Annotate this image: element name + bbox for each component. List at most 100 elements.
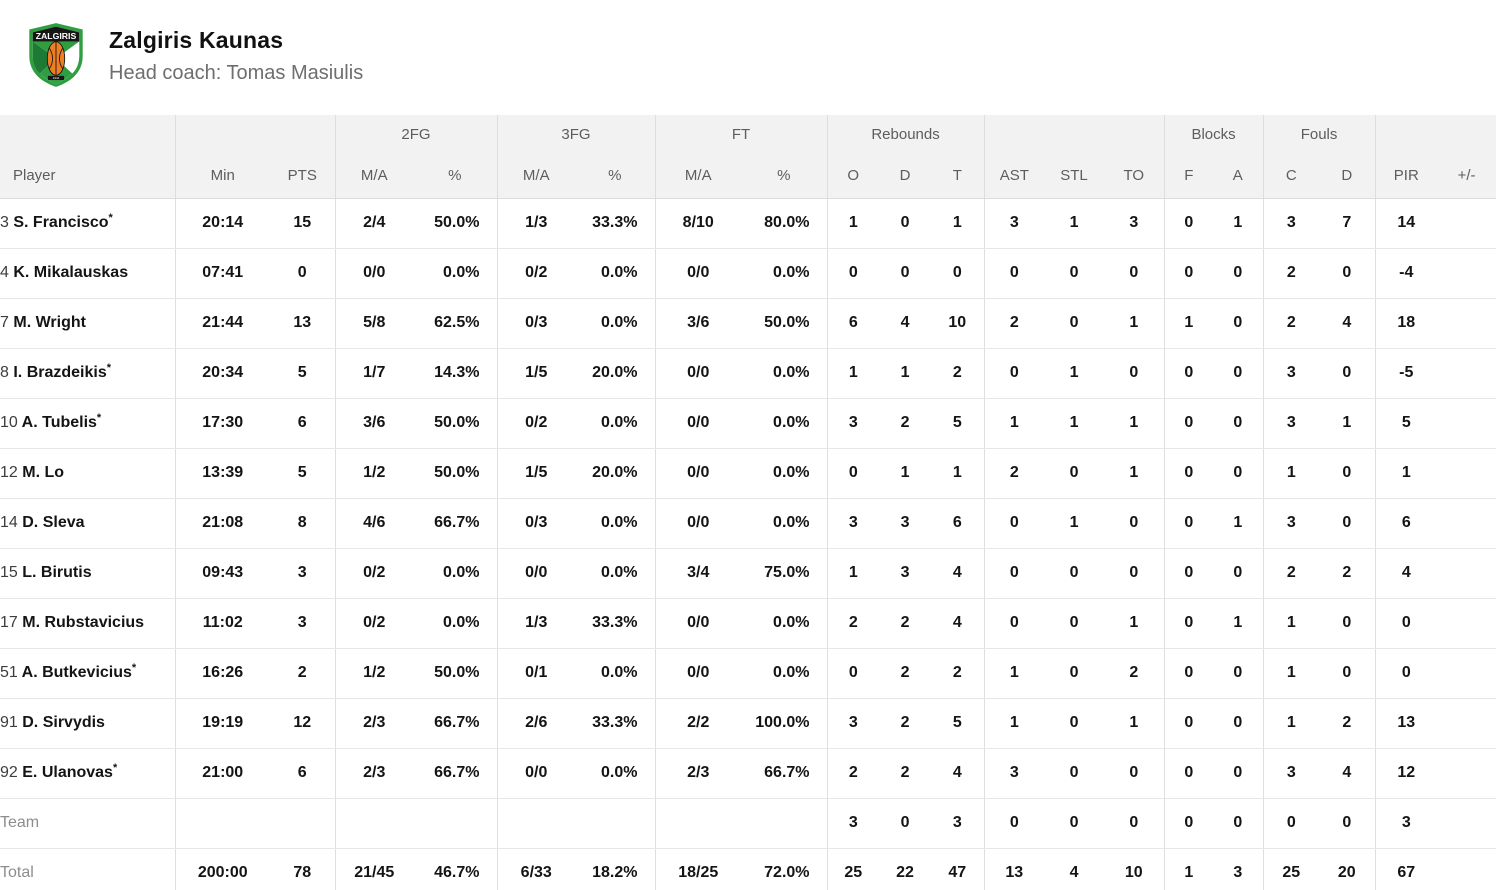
stat-cell: 17:30 — [174, 398, 270, 449]
stat-cell: 0 — [1104, 798, 1165, 849]
player-name: M. Rubstavicius — [22, 614, 145, 631]
stat-cell: 2 — [826, 748, 880, 799]
stat-cell: 1 — [826, 348, 880, 399]
stat-cell: 0 — [1163, 798, 1214, 849]
stat-cell: 0/2 — [334, 598, 413, 649]
player-row: 15 L. Birutis 09:43 3 0/2 0.0% 0/0 0.0% 3/4 75.0… — [0, 548, 1496, 599]
starter-asterisk: * — [96, 412, 102, 424]
stat-cell: 4 — [931, 748, 985, 799]
stat-cell: 1/5 — [496, 448, 575, 499]
head-coach-label: Head coach: Tomas Masiulis — [109, 62, 364, 84]
group-header-row: 2FG 3FG FT Rebounds Blocks Fouls — [0, 115, 1496, 153]
stat-cell: 0 — [1319, 598, 1376, 649]
stat-cell: 1 — [826, 548, 880, 599]
stat-cell: 0 — [1104, 548, 1165, 599]
stat-cell: 07:41 — [174, 248, 270, 299]
stat-cell: 0 — [826, 248, 880, 299]
stat-cell: 2 — [983, 448, 1045, 499]
stat-cell: 1/3 — [496, 198, 575, 249]
stat-cell: 0 — [1262, 798, 1320, 849]
stat-cell: 0/0 — [654, 448, 741, 499]
group-header-2fg: 2FG — [334, 115, 497, 153]
stat-cell: 1 — [1104, 398, 1165, 449]
stat-cell: 8 — [270, 498, 335, 549]
stat-cell: 0 — [931, 248, 985, 299]
stat-cell: 25 — [826, 848, 880, 890]
stat-cell: 50.0% — [413, 398, 497, 449]
stat-cell: 3 — [1262, 348, 1320, 399]
stat-cell: 0 — [1213, 548, 1264, 599]
group-header-spacer — [983, 115, 1165, 153]
stat-cell — [496, 798, 575, 849]
stat-cell — [575, 798, 655, 849]
stat-cell: 3/6 — [334, 398, 413, 449]
stat-cell: 0.0% — [413, 248, 497, 299]
jersey-number: 91 — [0, 714, 18, 731]
stat-cell: 0.0% — [575, 398, 655, 449]
stat-cell: 0 — [1163, 248, 1214, 299]
stat-cell: 0 — [1163, 198, 1214, 249]
column-header-ast: AST — [983, 153, 1045, 199]
stat-cell: 2/3 — [334, 698, 413, 749]
player-cell: 15 L. Birutis — [0, 548, 175, 599]
stat-cell: 0 — [1374, 648, 1438, 699]
team-header: ZALGIRIS 1944 Zalgiris Kaunas Head coach… — [0, 0, 1496, 115]
stat-cell: 1 — [1044, 348, 1105, 399]
stat-cell: 2 — [931, 648, 985, 699]
stat-cell: 6 — [826, 298, 880, 349]
jersey-number: 12 — [0, 464, 18, 481]
stat-cell — [1437, 698, 1496, 749]
stat-cell: 0 — [1213, 398, 1264, 449]
stat-cell: 5 — [931, 398, 985, 449]
stat-cell: -4 — [1374, 248, 1438, 299]
stat-cell: 1 — [931, 448, 985, 499]
group-header-spacer — [0, 115, 175, 153]
stat-cell: 0 — [879, 798, 932, 849]
stat-cell: 6 — [270, 748, 335, 799]
stat-cell — [1437, 248, 1496, 299]
stat-cell: 0/0 — [654, 598, 741, 649]
stat-cell — [1437, 498, 1496, 549]
stat-cell: 2 — [879, 598, 932, 649]
stat-cell: 0/2 — [496, 248, 575, 299]
player-cell: 8 I. Brazdeikis* — [0, 348, 175, 399]
column-header-to: TO — [1104, 153, 1165, 199]
stat-cell: 1/5 — [496, 348, 575, 399]
stat-cell: 2 — [983, 298, 1045, 349]
stat-cell: 1 — [1374, 448, 1438, 499]
stat-cell: 1 — [1319, 398, 1376, 449]
stat-cell: 200:00 — [174, 848, 270, 890]
stat-cell: 2/2 — [654, 698, 741, 749]
stat-cell: 0.0% — [575, 648, 655, 699]
stat-cell: 0/3 — [496, 498, 575, 549]
stat-cell: 8/10 — [654, 198, 741, 249]
stat-cell: 0.0% — [413, 548, 497, 599]
column-header-reb-d: D — [879, 153, 932, 199]
stat-cell: 0 — [1044, 298, 1105, 349]
stat-cell: 0 — [879, 248, 932, 299]
team-row: Team 3 0 3 0 0 0 0 0 0 0 3 — [0, 798, 1496, 849]
stat-cell: 1 — [1163, 848, 1214, 890]
stat-cell: 0 — [1044, 448, 1105, 499]
stat-cell: 2/4 — [334, 198, 413, 249]
player-name: A. Butkevicius — [21, 664, 132, 681]
group-header-spacer — [174, 115, 335, 153]
stat-cell: 0 — [1163, 748, 1214, 799]
stat-cell: 3 — [879, 548, 932, 599]
stat-cell: 0.0% — [741, 248, 828, 299]
column-header-reb-t: T — [931, 153, 985, 199]
stat-cell: 0.0% — [575, 548, 655, 599]
stat-cell: 09:43 — [174, 548, 270, 599]
stat-cell: 0.0% — [575, 748, 655, 799]
stat-cell: -5 — [1374, 348, 1438, 399]
stat-cell — [1437, 548, 1496, 599]
stat-cell: 3 — [983, 198, 1045, 249]
stat-cell — [1437, 398, 1496, 449]
player-name: E. Ulanovas — [22, 764, 113, 781]
stat-cell: 0 — [1163, 698, 1214, 749]
stat-cell: 62.5% — [413, 298, 497, 349]
stat-cell: 12 — [270, 698, 335, 749]
stat-cell — [1437, 648, 1496, 699]
stat-cell: 66.7% — [741, 748, 828, 799]
